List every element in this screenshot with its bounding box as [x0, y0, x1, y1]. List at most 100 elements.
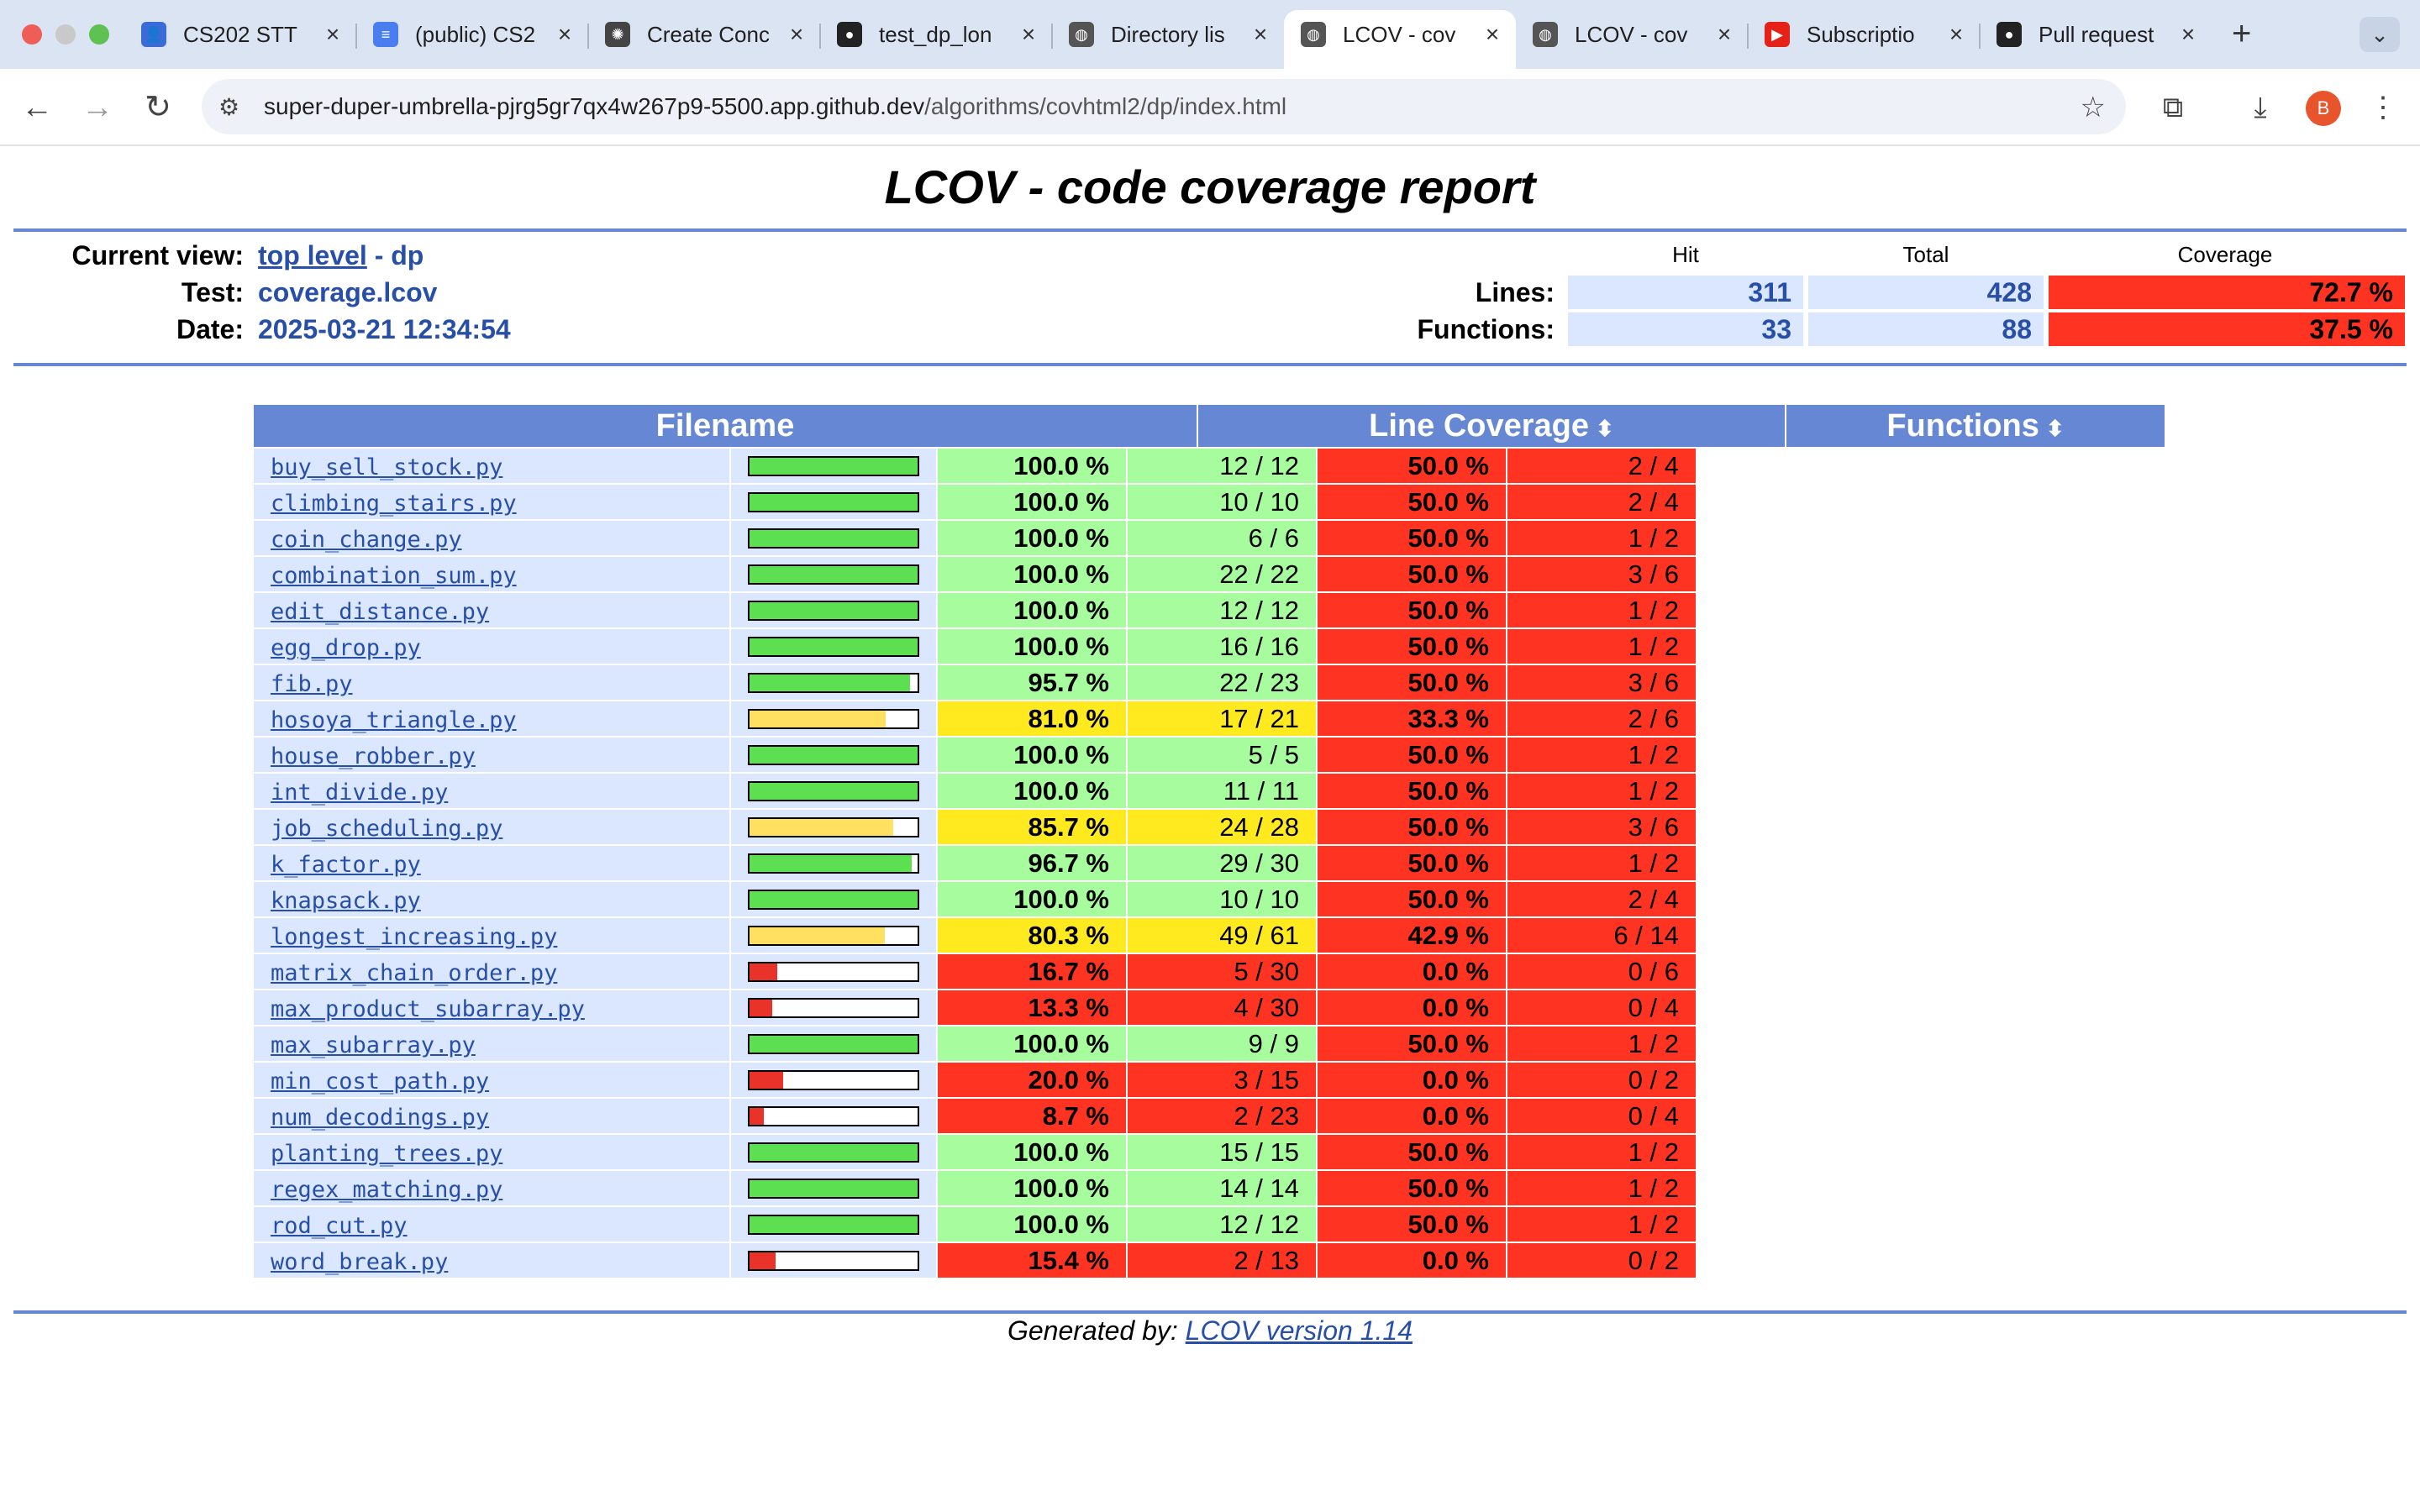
reload-button[interactable]: ↻ [145, 90, 171, 125]
file-link[interactable]: combination_sum.py [271, 563, 517, 589]
footer: Generated by: LCOV version 1.14 [0, 1315, 2420, 1347]
file-link[interactable]: rod_cut.py [271, 1213, 408, 1239]
tab-separator [819, 24, 821, 49]
github-icon: ● [837, 22, 862, 47]
file-link[interactable]: edit_distance.py [271, 599, 490, 625]
close-tab-icon[interactable]: × [557, 21, 572, 47]
tab-7[interactable]: ◍ LCOV - cov × [1516, 12, 1748, 57]
download-icon[interactable]: ⤓ [2254, 92, 2267, 123]
profile-avatar[interactable]: B [2306, 91, 2341, 126]
bookmark-star-icon[interactable]: ☆ [2080, 92, 2106, 123]
function-coverage-ratio: 1 / 2 [1507, 774, 1696, 808]
file-link[interactable]: job_scheduling.py [271, 816, 503, 842]
function-coverage-ratio: 0 / 2 [1507, 1063, 1696, 1097]
function-coverage-ratio: 2 / 4 [1507, 485, 1696, 519]
menu-kebab-icon[interactable]: ⋮ [2369, 92, 2397, 123]
tab-6[interactable]: ◍ LCOV - cov × [1284, 10, 1516, 69]
coverage-bar-fill [750, 1036, 918, 1053]
tab-5[interactable]: ◍ Directory lis × [1052, 12, 1284, 57]
close-window-button[interactable] [22, 24, 42, 45]
tab-title: Directory lis [1111, 21, 1225, 47]
forward-button[interactable]: → [82, 90, 113, 125]
file-link[interactable]: min_cost_path.py [271, 1068, 490, 1095]
file-link[interactable]: climbing_stairs.py [271, 491, 517, 517]
address-bar[interactable]: ⚙ super-duper-umbrella-pjrg5gr7qx4w267p9… [202, 79, 2126, 134]
new-tab-button[interactable]: + [2232, 15, 2252, 52]
file-link[interactable]: hosoya_triangle.py [271, 707, 517, 733]
close-tab-icon[interactable]: × [1253, 21, 1268, 47]
sort-icon[interactable]: ⬍ [1596, 416, 1614, 441]
close-tab-icon[interactable]: × [2181, 21, 2196, 47]
line-coverage-percent: 80.3 % [938, 918, 1126, 953]
extensions-icon[interactable]: ⧉ [2162, 92, 2184, 123]
file-link[interactable]: matrix_chain_order.py [271, 960, 558, 986]
filename-cell: hosoya_triangle.py [254, 701, 729, 736]
tab-separator [1051, 24, 1053, 49]
function-coverage-ratio: 1 / 2 [1507, 593, 1696, 627]
tab-search-button[interactable]: ⌄ [2360, 17, 2400, 52]
filename-cell: min_cost_path.py [254, 1063, 729, 1097]
function-coverage-percent: 50.0 % [1318, 449, 1506, 483]
table-row: min_cost_path.py 20.0 % 3 / 15 0.0 % 0 / 2 [254, 1063, 2165, 1097]
file-link[interactable]: longest_increasing.py [271, 924, 558, 950]
lines-hit: 311 [1568, 276, 1803, 309]
file-link[interactable]: house_robber.py [271, 743, 476, 769]
file-link[interactable]: planting_trees.py [271, 1141, 503, 1167]
line-coverage-ratio: 11 / 11 [1128, 774, 1316, 808]
close-tab-icon[interactable]: × [789, 21, 804, 47]
tab-3[interactable]: ✺ Create Conc × [588, 12, 820, 57]
tab-2[interactable]: ≡ (public) CS2 × [356, 12, 588, 57]
function-coverage-percent: 50.0 % [1318, 810, 1506, 844]
top-level-link[interactable]: top level [258, 240, 367, 270]
url-text[interactable]: super-duper-umbrella-pjrg5gr7qx4w267p9-5… [264, 93, 1286, 120]
close-tab-icon[interactable]: × [1949, 21, 1964, 47]
tab-4[interactable]: ● test_dp_lon × [820, 12, 1052, 57]
file-link[interactable]: int_divide.py [271, 780, 449, 806]
file-link[interactable]: word_break.py [271, 1249, 449, 1275]
coverage-column-header: Coverage [2177, 242, 2273, 267]
file-link[interactable]: num_decodings.py [271, 1105, 490, 1131]
sort-icon[interactable]: ⬍ [2045, 416, 2065, 441]
url-path: /algorithms/covhtml2/dp/index.html [924, 93, 1287, 119]
file-link[interactable]: regex_matching.py [271, 1177, 503, 1203]
file-link[interactable]: max_subarray.py [271, 1032, 476, 1058]
file-link[interactable]: coin_change.py [271, 527, 462, 553]
table-row: max_product_subarray.py 13.3 % 4 / 30 0.0 %… [254, 990, 2165, 1025]
file-link[interactable]: k_factor.py [271, 852, 421, 878]
tab-1[interactable]: 👤 CS202 STT × [124, 12, 356, 57]
tab-title: (public) CS2 [415, 21, 536, 47]
contacts-icon: 👤 [141, 22, 166, 47]
site-info-icon[interactable]: ⚙ [218, 93, 240, 120]
coverage-bar-fill [750, 855, 912, 872]
tab-8[interactable]: ▶ Subscriptio × [1748, 12, 1980, 57]
line-coverage-header[interactable]: Line Coverage ⬍ [1198, 405, 1785, 447]
file-link[interactable]: max_product_subarray.py [271, 996, 585, 1022]
coverage-bar [748, 1142, 919, 1163]
close-tab-icon[interactable]: × [1021, 21, 1036, 47]
file-link[interactable]: knapsack.py [271, 888, 421, 914]
maximize-window-button[interactable] [89, 24, 109, 45]
functions-header[interactable]: Functions ⬍ [1786, 405, 2165, 447]
function-coverage-ratio: 1 / 2 [1507, 1171, 1696, 1205]
coverage-bar-cell [731, 701, 936, 736]
current-view-dir: - dp [366, 240, 424, 270]
line-coverage-ratio: 29 / 30 [1128, 846, 1316, 880]
lcov-version-link[interactable]: LCOV version 1.14 [1185, 1315, 1413, 1346]
file-link[interactable]: egg_drop.py [271, 635, 421, 661]
coverage-bar-fill [750, 1108, 764, 1125]
coverage-bar-cell [731, 521, 936, 555]
close-tab-icon[interactable]: × [325, 21, 340, 47]
back-button[interactable]: ← [21, 90, 53, 125]
coverage-bar-cell [731, 1099, 936, 1133]
minimize-window-button[interactable] [55, 24, 76, 45]
filename-cell: k_factor.py [254, 846, 729, 880]
functions-coverage: 37.5 % [2049, 312, 2405, 346]
tab-9[interactable]: ● Pull request × [1980, 12, 2212, 57]
file-link[interactable]: buy_sell_stock.py [271, 454, 503, 480]
close-tab-icon[interactable]: × [1717, 21, 1732, 47]
close-tab-icon[interactable]: × [1485, 21, 1500, 47]
function-coverage-ratio: 1 / 2 [1507, 1135, 1696, 1169]
functions-hit: 33 [1568, 312, 1803, 346]
github-icon: ● [1996, 22, 2022, 47]
file-link[interactable]: fib.py [271, 671, 353, 697]
